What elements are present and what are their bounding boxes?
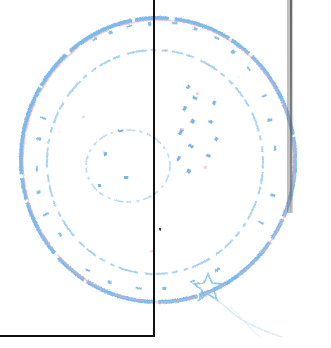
stamp-inner-ring <box>46 49 264 275</box>
table-border-vertical <box>153 0 155 337</box>
scan-shadow-edge-core <box>290 0 292 213</box>
stamp-tail-smudge-2 <box>229 305 263 339</box>
stamp-outer-ring-overprint <box>22 19 296 303</box>
ink-dot <box>158 227 162 231</box>
stamp-tail-smudge <box>211 295 283 338</box>
stamp-center-marks <box>98 84 219 187</box>
stamp-star-mark <box>191 272 225 302</box>
table-border-horizontal <box>0 335 155 337</box>
stamp-edge-lettering <box>35 21 276 290</box>
stamp-overprint-marks <box>82 92 207 252</box>
stamp-center-oval <box>85 129 171 203</box>
